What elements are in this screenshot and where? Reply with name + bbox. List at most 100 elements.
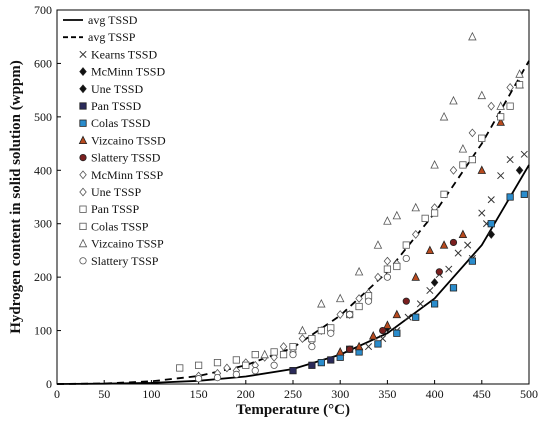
data-point — [425, 245, 435, 255]
data-point — [458, 229, 468, 239]
data-point — [478, 209, 486, 217]
data-point — [298, 325, 307, 335]
legend-swatch — [79, 50, 87, 58]
data-point — [468, 155, 476, 164]
data-point — [317, 359, 325, 367]
data-point — [458, 144, 468, 153]
data-point — [383, 216, 392, 225]
x-tick-label: 450 — [473, 387, 491, 401]
legend-label: Colas TSSD — [91, 116, 151, 130]
data-point — [520, 150, 528, 158]
data-point — [368, 331, 378, 340]
data-point — [308, 334, 316, 343]
plot-frame — [56, 9, 530, 385]
legend-swatch — [79, 67, 87, 77]
data-point — [515, 81, 524, 89]
data-point — [478, 134, 486, 142]
y-tick-label: 500 — [34, 110, 52, 124]
data-point — [260, 349, 269, 359]
data-point — [355, 302, 363, 311]
data-point — [496, 117, 505, 126]
data-point — [464, 241, 472, 249]
data-point — [497, 113, 505, 121]
data-point — [289, 367, 297, 375]
data-point — [327, 329, 335, 337]
legend: avg TSSD avg TSSP Kearns TSSD McMinn TSSD Un… — [63, 13, 166, 268]
x-tick-label: 0 — [54, 387, 60, 401]
data-point — [515, 165, 524, 175]
data-point — [515, 69, 524, 78]
data-point — [373, 240, 383, 249]
x-tick-label: 250 — [284, 387, 302, 401]
axis-ticks: 0 50 100 150 200 250 300 350 400 450 500 0 100 200 300… — [34, 3, 538, 401]
y-tick-label: 600 — [34, 56, 52, 70]
data-point — [468, 128, 477, 138]
data-point — [430, 300, 439, 308]
data-point — [449, 165, 458, 175]
data-point — [439, 240, 449, 249]
data-point — [392, 309, 402, 319]
data-point — [317, 298, 326, 308]
legend-label: Vizcaino TSSD — [91, 133, 166, 147]
data-point — [426, 286, 434, 295]
data-point — [232, 370, 240, 378]
data-point — [506, 193, 514, 201]
legend-label: avg TSSD — [88, 13, 138, 27]
series-points — [176, 31, 528, 383]
data-point — [176, 364, 184, 372]
data-point — [327, 356, 335, 364]
data-point — [487, 220, 495, 228]
data-point — [445, 265, 453, 273]
data-point — [506, 102, 514, 110]
data-point — [468, 257, 476, 265]
legend-label: Slattery TSSD — [91, 151, 161, 165]
data-point — [435, 268, 443, 276]
data-point — [308, 342, 316, 351]
data-point — [468, 31, 477, 41]
data-point — [383, 320, 392, 329]
data-point — [298, 334, 307, 344]
data-point — [506, 156, 514, 164]
y-tick-label: 0 — [46, 377, 52, 391]
data-point — [364, 297, 373, 305]
data-point — [411, 272, 420, 281]
data-point — [497, 172, 505, 180]
data-point — [487, 101, 495, 111]
data-point — [195, 375, 203, 383]
data-point — [477, 90, 487, 100]
data-point — [392, 210, 402, 220]
legend-label: Une TSSD — [91, 82, 143, 96]
data-point — [354, 266, 364, 276]
data-point — [383, 273, 391, 281]
legend-label: Vizcaino TSSP — [91, 237, 164, 251]
legend-swatch — [79, 187, 87, 197]
data-point — [393, 329, 401, 337]
data-point — [402, 241, 410, 249]
legend-swatch — [79, 205, 87, 213]
legend-label: Pan TSSP — [91, 202, 139, 216]
legend-swatch — [79, 84, 87, 94]
data-point — [308, 361, 316, 369]
data-point — [213, 373, 222, 382]
legend-label: Slattery TSSP — [91, 254, 159, 268]
data-point — [270, 361, 278, 369]
data-point — [449, 284, 458, 292]
legend-swatch — [78, 238, 88, 248]
y-tick-label: 700 — [34, 3, 52, 17]
x-tick-label: 300 — [331, 387, 349, 401]
data-point — [496, 101, 505, 110]
data-point — [449, 95, 458, 105]
data-point — [374, 340, 382, 348]
legend-label: Pan TSSD — [91, 99, 141, 113]
data-point — [346, 310, 354, 319]
legend-swatch — [79, 154, 87, 162]
data-point — [402, 297, 410, 305]
data-point — [487, 229, 495, 239]
data-point — [317, 326, 325, 335]
y-tick-label: 400 — [34, 163, 52, 177]
legend-label: McMinn TSSD — [91, 65, 165, 79]
legend-swatch — [79, 170, 87, 180]
data-point — [251, 367, 259, 375]
data-point — [412, 313, 420, 321]
